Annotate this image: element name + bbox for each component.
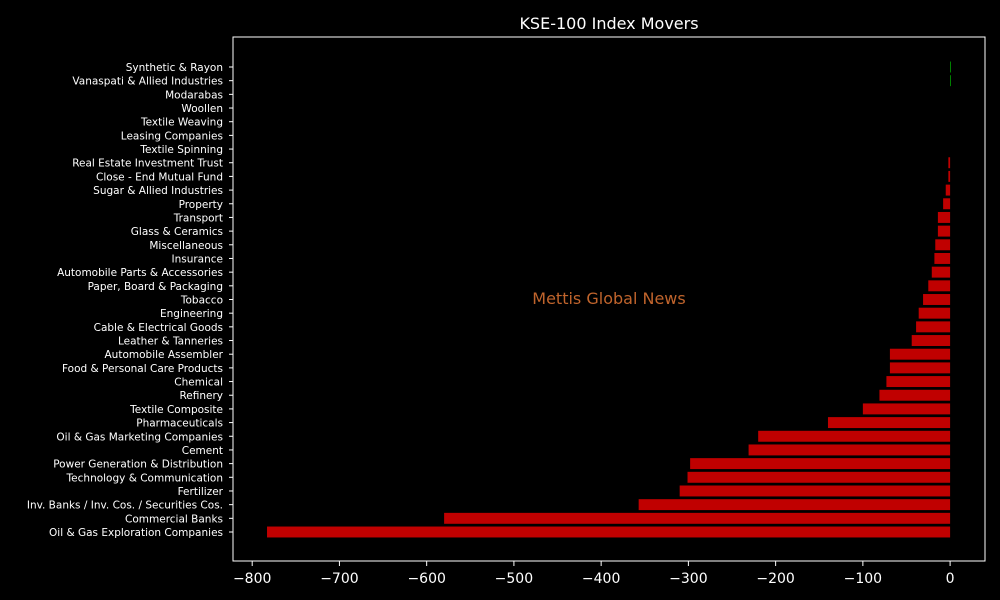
category-label-group: Oil & Gas Exploration Companies Commercia…: [27, 62, 233, 539]
category-label: Modarabas: [165, 89, 223, 101]
category-label: Insurance: [171, 253, 223, 265]
bar: [638, 499, 951, 511]
category-label: Leasing Companies: [121, 130, 223, 142]
bar: [679, 485, 951, 497]
category-label: Leather & Tanneries: [118, 336, 223, 348]
category-label: Cement: [182, 445, 223, 457]
category-label: Commercial Banks: [125, 513, 223, 525]
bar: [827, 417, 951, 429]
bar: [879, 389, 951, 401]
x-tick-label: −800: [233, 571, 271, 587]
bar: [690, 458, 951, 470]
chart-title: KSE-100 Index Movers: [519, 14, 698, 33]
bar: [758, 430, 951, 442]
category-label: Cable & Electrical Goods: [94, 322, 223, 334]
bar: [748, 444, 951, 456]
category-label: Close - End Mutual Fund: [96, 171, 223, 183]
bar: [931, 266, 951, 278]
category-label: Woollen: [181, 103, 223, 115]
x-tick-label: −100: [844, 571, 882, 587]
category-label: Power Generation & Distribution: [53, 459, 223, 471]
bar: [918, 307, 951, 319]
bar: [923, 294, 951, 305]
category-label: Textile Weaving: [140, 117, 223, 129]
category-label: Oil & Gas Exploration Companies: [49, 527, 223, 539]
category-label: Transport: [173, 212, 223, 224]
category-label: Synthetic & Rayon: [126, 62, 223, 74]
bar: [937, 211, 951, 223]
category-label: Inv. Banks / Inv. Cos. / Securities Cos.: [27, 500, 223, 512]
x-axis: −800 −700 −600 −500 −400 −300 −200 −100 0: [233, 561, 955, 587]
bar: [945, 184, 951, 196]
bar-group: [267, 61, 951, 538]
category-label: Sugar & Allied Industries: [93, 185, 223, 197]
bar: [934, 253, 951, 264]
bar: [948, 157, 951, 169]
bar: [911, 335, 951, 346]
category-label: Automobile Parts & Accessories: [57, 267, 223, 279]
bar: [889, 362, 951, 374]
bar: [862, 403, 951, 415]
bar: [928, 280, 951, 292]
category-label: Miscellaneous: [149, 240, 223, 252]
category-label: Textile Spinning: [139, 144, 223, 156]
bar: [950, 61, 951, 73]
bar: [937, 225, 951, 237]
x-tick-label: −600: [407, 571, 445, 587]
category-label: Automobile Assembler: [105, 349, 224, 361]
category-label: Glass & Ceramics: [131, 226, 223, 238]
bar: [948, 170, 951, 182]
bar: [889, 348, 951, 360]
bar: [935, 239, 951, 251]
category-label: Vanaspati & Allied Industries: [72, 76, 223, 88]
bar: [950, 75, 951, 87]
category-label: Oil & Gas Marketing Companies: [56, 431, 223, 443]
bar: [916, 321, 951, 333]
category-label: Refinery: [179, 390, 223, 402]
bar: [444, 512, 951, 524]
x-tick-label: −400: [582, 571, 620, 587]
x-tick-label: −200: [756, 571, 794, 587]
category-label: Chemical: [174, 377, 223, 389]
category-label: Engineering: [160, 308, 223, 320]
category-label: Technology & Communication: [66, 472, 223, 484]
category-label: Pharmaceuticals: [136, 418, 223, 430]
category-label: Paper, Board & Packaging: [88, 281, 223, 293]
category-label: Food & Personal Care Products: [62, 363, 223, 375]
x-tick-label: 0: [946, 571, 955, 587]
bar: [687, 471, 951, 483]
category-label: Tobacco: [180, 295, 223, 307]
watermark-text: Mettis Global News: [532, 289, 685, 308]
category-label: Property: [179, 199, 223, 211]
bar: [886, 376, 951, 388]
x-tick-label: −500: [495, 571, 533, 587]
x-tick-label: −300: [669, 571, 707, 587]
category-label: Textile Composite: [129, 404, 223, 416]
bar: [943, 198, 951, 210]
category-label: Fertilizer: [178, 486, 224, 498]
bar: [267, 526, 951, 538]
x-tick-label: −700: [320, 571, 358, 587]
category-label: Real Estate Investment Trust: [72, 158, 223, 170]
